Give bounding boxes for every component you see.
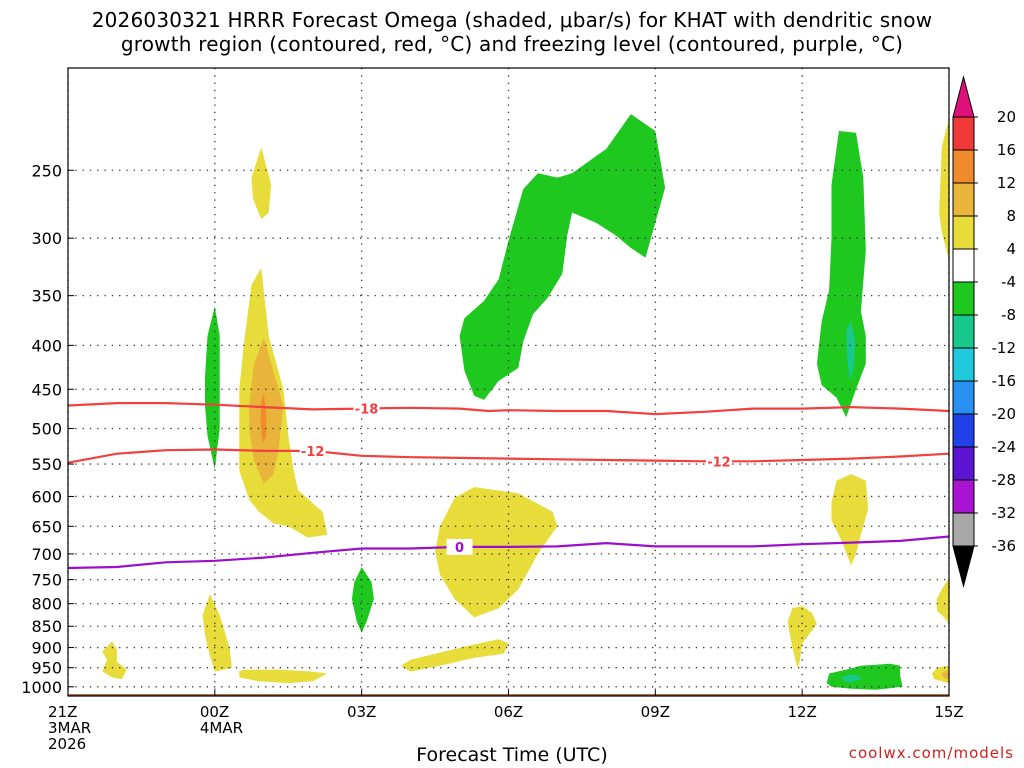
downward-yellow-hour9 [435,487,558,618]
downward-yellow-hour1 [102,641,127,680]
credit-text: coolwx.com/models [848,744,1014,762]
colorbar-label-3: 8 [1006,207,1016,225]
contour-lines [68,402,949,570]
upward-green-hour6 [351,567,374,633]
contour-labels: -18 -12 -12 0 [299,400,732,556]
colorbar-bin-4_-4 [952,248,975,283]
ytick-label-900: 900 [31,639,62,658]
colorbar-bin--28_-32 [952,479,975,514]
colorbar-top-triangle [952,75,975,118]
colorbar-bin-12_8 [952,182,975,217]
downward-yellow-hour18-top [939,122,949,263]
ytick-label-600: 600 [31,487,62,506]
downward-yellow-hour3-low [202,594,232,672]
colorbar-bin--16_-20 [952,380,975,415]
xtick-label-0-1: 3MAR [48,719,91,737]
dgz-minus12-label: -12 [301,445,325,460]
ytick-label-250: 250 [31,161,62,180]
dgz-minus12-label-bg [299,442,326,459]
ytick-label-700: 700 [31,545,62,564]
downward-yellow-hour5-sfc [239,669,328,684]
xtick-label-6-0: 03Z [347,703,376,721]
colorbar: 20 16 12 8 4 -4 -8 -12 -16 -20 -24 -28 -32 -36 [952,75,1017,588]
colorbar-bin-16_12 [952,149,975,184]
xtick-label-9-0: 06Z [494,703,523,721]
xtick-label-3-1: 4MAR [200,719,243,737]
ytick-label-350: 350 [31,287,62,306]
xtick-label-15-0: 12Z [787,703,816,721]
downward-yellow-hour15-low [787,606,817,668]
ytick-label-1000: 1000 [21,678,62,697]
ytick-label-500: 500 [31,420,62,439]
colorbar-bin-20_16 [952,116,975,151]
dgz-minus18-label-bg [353,400,380,417]
colorbar-label-11: -28 [992,471,1017,489]
colorbar-bin--12_-16 [952,347,975,382]
dgz-minus18 [68,402,949,416]
colorbar-label-2: 12 [997,174,1016,192]
colorbar-label-12: -32 [992,504,1017,522]
upward-teal-hour16-low [841,674,861,683]
xtick-label-0-2: 2026 [48,735,86,753]
dgz-minus12-label: -12 [707,455,731,470]
grid-lines [67,68,950,696]
colorbar-label-10: -24 [992,438,1017,456]
xtick-label-18-0: 15Z [934,703,963,721]
colorbar-bin-8_4 [952,215,975,250]
downward-orange-hour4 [249,337,284,484]
omega-shaded-regions [102,114,949,690]
downward-yellow-hour18-low [931,665,949,684]
downward-yellow-hour18-mid [936,579,949,624]
xtick-label-0-0: 21Z [48,703,77,721]
colorbar-bin--4_-8 [952,281,975,316]
downward-orange-hour18-low [941,670,949,680]
freezing-level-0 [68,535,949,570]
xtick-label-12-0: 09Z [641,703,670,721]
colorbar-bin--24_-28 [952,446,975,481]
dgz-minus12-label-bg [705,453,732,470]
colorbar-bottom-triangle [952,545,975,588]
colorbar-label-5: -4 [1001,273,1016,291]
colorbar-label-13: -36 [992,537,1017,555]
colorbar-label-4: 4 [1006,240,1016,258]
upward-green-hour16 [816,131,866,418]
ytick-label-800: 800 [31,595,62,614]
downward-red-hour4 [260,393,267,444]
chart-title-line1: 2026030321 HRRR Forecast Omega (shaded, … [91,8,933,32]
upward-green-hour3 [205,306,220,470]
colorbar-bin--32_-36 [952,512,975,547]
colorbar-bin--8_-12 [952,314,975,349]
colorbar-label-1: 16 [997,141,1016,159]
downward-yellow-hour4-top [251,147,272,220]
ytick-label-300: 300 [31,229,62,248]
upward-green-hour16-low [826,663,903,690]
x-axis-label: Forecast Time (UTC) [416,744,608,766]
downward-yellow-hour9-low [400,639,509,672]
ytick-label-950: 950 [31,659,62,678]
colorbar-label-8: -16 [992,372,1017,390]
upward-teal-hour16 [846,321,855,381]
colorbar-label-9: -20 [992,405,1017,423]
colorbar-label-6: -8 [1001,306,1016,324]
dgz-minus18-label: -18 [355,403,379,418]
ytick-label-450: 450 [31,380,62,399]
colorbar-bin--20_-24 [952,413,975,448]
xtick-label-3-0: 00Z [200,703,229,721]
ytick-label-400: 400 [31,336,62,355]
dgz-minus12 [68,448,949,464]
chart-title-line2: growth region (contoured, red, °C) and f… [120,32,904,56]
ytick-label-650: 650 [31,517,62,536]
freezing-level-0-label-bg [446,538,473,555]
colorbar-label-7: -12 [992,339,1017,357]
ytick-label-850: 850 [31,617,62,636]
freezing-level-0-label: 0 [455,541,464,556]
y-axis-ticks: 250 300 350 400 450 500 550 600 650 700 750 800 850 9… [21,161,74,697]
ytick-label-750: 750 [31,571,62,590]
downward-yellow-hour16-mid [831,474,869,566]
ytick-label-550: 550 [31,455,62,474]
upward-green-250-450 [459,114,666,400]
colorbar-label-0: 20 [997,108,1016,126]
